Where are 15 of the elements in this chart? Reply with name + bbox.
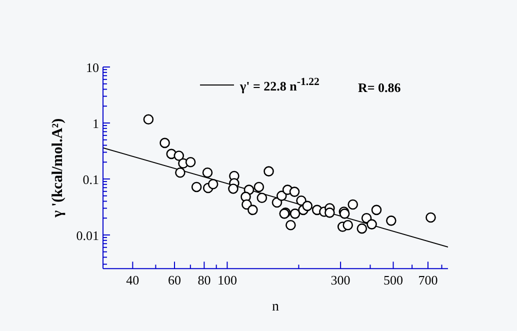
y-tick-label: 0.1 bbox=[82, 172, 99, 187]
x-tick-label: 300 bbox=[330, 272, 350, 288]
y-tick-label: 1 bbox=[92, 116, 99, 131]
x-tick-label: 500 bbox=[384, 272, 404, 288]
annotation: R= 0.86 bbox=[358, 80, 401, 96]
y-tick-label: 10 bbox=[86, 60, 99, 75]
x-tick-label: 80 bbox=[198, 272, 211, 288]
legend-label: γ' = 22.8 n$^{-1.22}$ bbox=[240, 76, 320, 94]
x-axis-title: n bbox=[272, 300, 279, 315]
x-tick-label: 700 bbox=[418, 272, 438, 288]
y-axis-title: γ '(kcal/mol.A²) bbox=[50, 118, 66, 218]
x-tick-label: 60 bbox=[168, 272, 182, 288]
x-tick-label: 40 bbox=[126, 272, 140, 288]
x-tick-label: 100 bbox=[217, 272, 237, 288]
y-tick-label: 0.01 bbox=[76, 228, 99, 243]
